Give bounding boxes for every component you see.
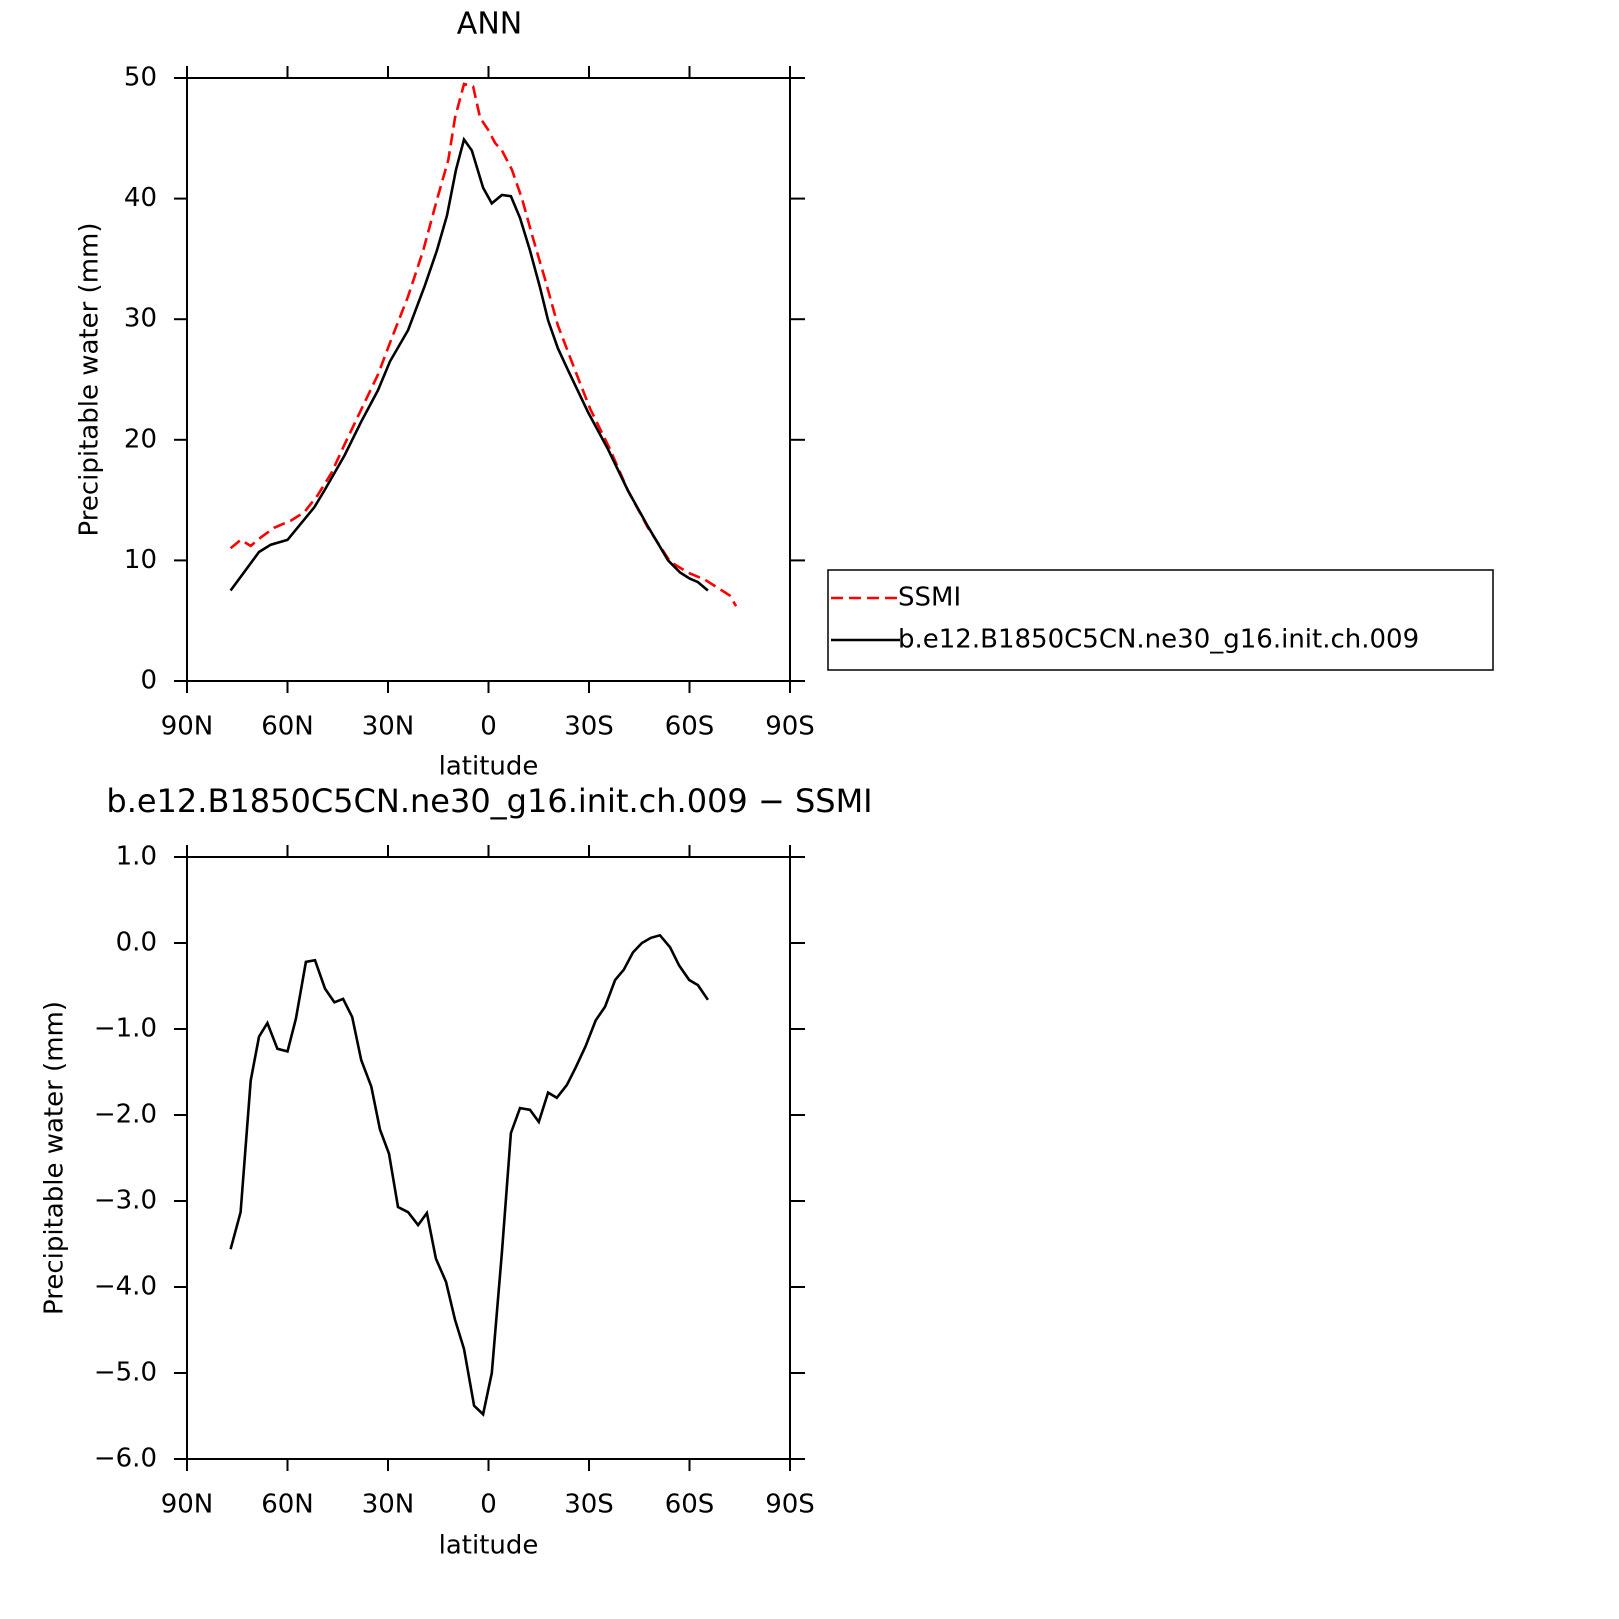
x-tick-label: 30N: [362, 712, 415, 742]
x-axis-label: latitude: [439, 1531, 539, 1561]
y-tick-label: 1.0: [116, 842, 157, 872]
data-line: [229, 933, 709, 1417]
y-tick-label: 0.0: [116, 928, 157, 958]
chart-title: b.e12.B1850C5CN.ne30_g16.init.ch.009 − S…: [106, 782, 872, 820]
x-tick-label: 90S: [765, 712, 815, 742]
x-tick-label: 90N: [161, 1490, 214, 1520]
x-tick-label: 30S: [564, 1490, 614, 1520]
y-tick-label: −4.0: [94, 1272, 157, 1302]
y-axis-label: Precipitable water (mm): [75, 223, 105, 537]
plot-frame: [186, 856, 791, 1460]
y-tick-label: 20: [124, 424, 157, 454]
chart-title: ANN: [457, 7, 522, 42]
x-tick-label: 60S: [665, 712, 715, 742]
plot-frame: [186, 77, 791, 682]
y-tick-label: −2.0: [94, 1100, 157, 1130]
y-tick-label: −5.0: [94, 1358, 157, 1388]
x-tick-label: 90S: [765, 1490, 815, 1520]
y-tick-label: 40: [124, 183, 157, 213]
y-axis-label: Precipitable water (mm): [40, 1001, 70, 1315]
data-line: [229, 82, 738, 607]
x-tick-label: 60N: [261, 1490, 314, 1520]
x-tick-label: 30S: [564, 712, 614, 742]
x-tick-label: 90N: [161, 712, 214, 742]
x-tick-label: 0: [480, 1490, 497, 1520]
x-tick-label: 60S: [665, 1490, 715, 1520]
y-tick-label: −3.0: [94, 1186, 157, 1216]
legend-label: b.e12.B1850C5CN.ne30_g16.init.ch.009: [898, 625, 1419, 655]
y-tick-label: −6.0: [94, 1444, 157, 1474]
y-tick-label: −1.0: [94, 1014, 157, 1044]
legend-label: SSMI: [898, 583, 961, 613]
y-tick-label: 0: [140, 666, 157, 696]
x-tick-label: 60N: [261, 712, 314, 742]
x-tick-label: 0: [480, 712, 497, 742]
legend-box: [827, 569, 1494, 671]
y-tick-label: 30: [124, 304, 157, 334]
x-tick-label: 30N: [362, 1490, 415, 1520]
data-line: [229, 136, 709, 592]
y-tick-label: 50: [124, 63, 157, 93]
y-tick-label: 10: [124, 545, 157, 575]
x-axis-label: latitude: [439, 752, 539, 782]
